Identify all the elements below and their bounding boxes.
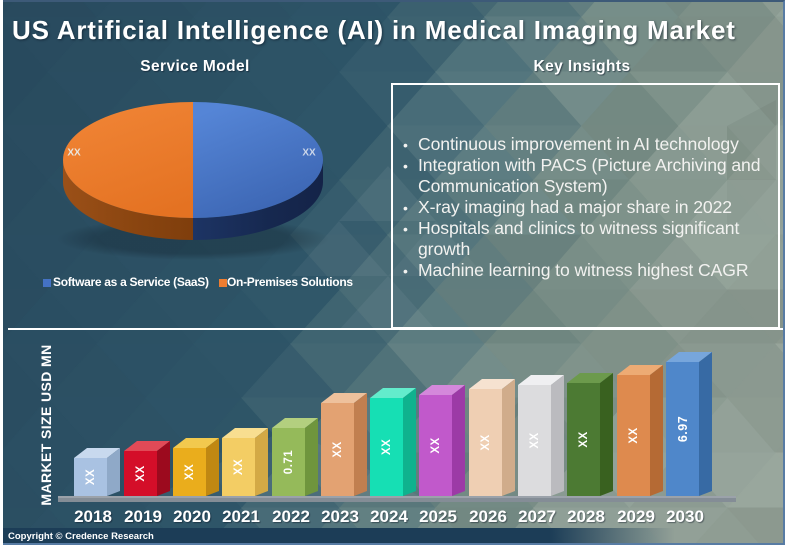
svg-text:XX: XX	[529, 432, 541, 448]
svg-text:0.71: 0.71	[283, 450, 295, 474]
svg-text:XX: XX	[135, 465, 147, 481]
svg-text:XX: XX	[332, 441, 344, 457]
svg-text:XX: XX	[628, 427, 640, 443]
svg-text:XX: XX	[302, 148, 316, 159]
svg-text:XX: XX	[184, 464, 196, 480]
svg-text:XX: XX	[578, 431, 590, 447]
svg-text:6.97: 6.97	[676, 416, 690, 442]
svg-text:XX: XX	[85, 469, 97, 485]
svg-text:XX: XX	[233, 459, 245, 475]
svg-text:XX: XX	[480, 434, 492, 450]
svg-text:XX: XX	[67, 148, 81, 159]
svg-text:XX: XX	[430, 437, 442, 453]
svg-text:XX: XX	[381, 439, 393, 455]
